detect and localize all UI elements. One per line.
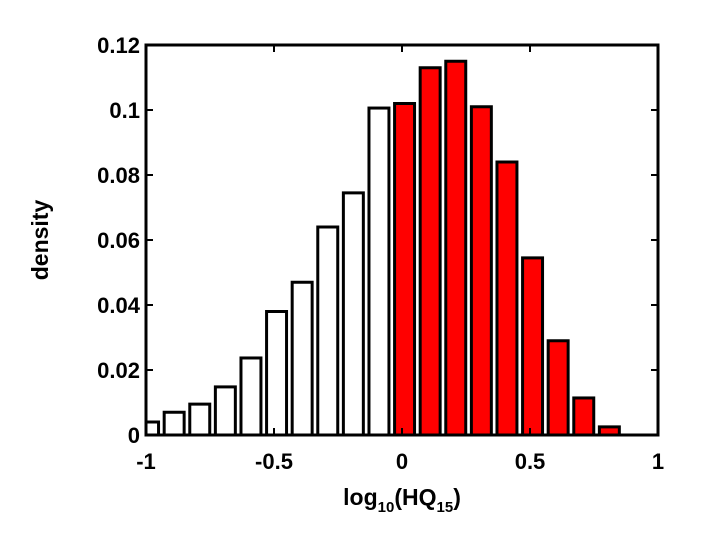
y-axis-label: density <box>27 200 53 281</box>
x-tick-label: 0.5 <box>515 449 546 474</box>
bar <box>213 385 237 435</box>
y-tick-label: 0.02 <box>97 358 140 383</box>
x-label-sub: 10 <box>378 499 395 516</box>
x-tick-label: -0.5 <box>255 449 293 474</box>
bar <box>239 356 263 435</box>
y-tick-label: 0.12 <box>97 33 140 58</box>
bar <box>495 160 519 435</box>
bar <box>597 425 621 435</box>
bar <box>162 410 186 435</box>
bar <box>393 102 417 435</box>
x-label-part: ) <box>453 484 461 510</box>
bar <box>444 59 468 435</box>
bar <box>290 280 314 435</box>
bar <box>572 396 596 435</box>
bar <box>188 402 212 435</box>
y-tick-label: 0.04 <box>97 293 141 318</box>
bar <box>521 256 545 435</box>
bar <box>146 420 161 435</box>
y-tick-label: 0.08 <box>97 163 140 188</box>
bars <box>146 59 621 435</box>
y-tick-label: 0.06 <box>97 228 140 253</box>
bar <box>418 66 442 435</box>
x-tick-label: 0 <box>396 449 408 474</box>
bar <box>546 339 570 435</box>
bar <box>367 106 391 435</box>
x-axis-label: log10(HQ15) <box>343 484 461 516</box>
x-label-part: log <box>343 484 378 510</box>
bar <box>341 191 365 435</box>
x-label-sub: 15 <box>437 499 454 516</box>
x-label-part: (HQ <box>394 484 436 510</box>
bar <box>469 105 493 435</box>
x-tick-label: 1 <box>652 449 664 474</box>
y-tick-label: 0.1 <box>109 98 140 123</box>
x-tick-label: -1 <box>136 449 156 474</box>
y-tick-label: 0 <box>128 423 140 448</box>
bar <box>265 310 289 435</box>
bar <box>316 225 340 435</box>
